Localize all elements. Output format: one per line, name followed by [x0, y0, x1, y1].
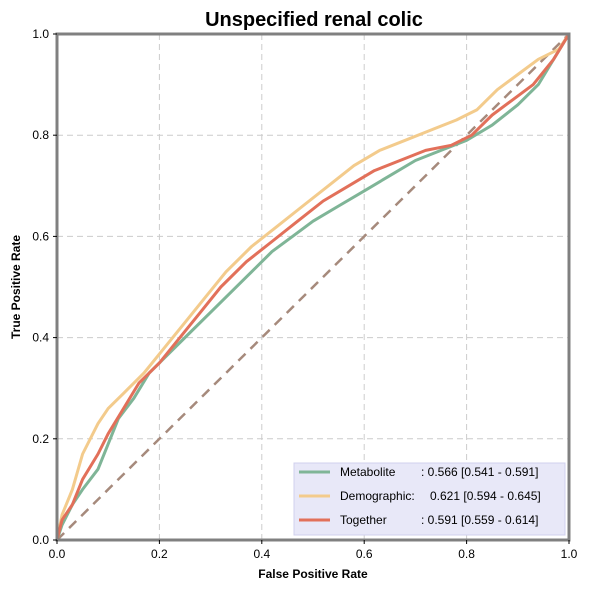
x-tick-label: 0.0	[49, 547, 66, 561]
plot-frame	[55, 32, 571, 542]
y-tick-label: 0.2	[32, 432, 49, 446]
legend: Metabolite : 0.566 [0.541 - 0.591] Demog…	[293, 462, 566, 536]
legend-name-demographic: Demographic:	[340, 489, 415, 503]
chart-title: Unspecified renal colic	[205, 9, 423, 31]
x-tick-label: 0.6	[356, 547, 373, 561]
series-layer	[55, 33, 571, 541]
legend-name-together: Together	[340, 513, 387, 527]
roc-curve-metabolite	[55, 33, 571, 541]
legend-value-metabolite: : 0.566 [0.541 - 0.591]	[421, 465, 538, 479]
y-tick-label: 0.8	[32, 128, 49, 142]
x-axis-label: False Positive Rate	[258, 567, 368, 581]
legend-value-together: : 0.591 [0.559 - 0.614]	[421, 513, 538, 527]
x-tick-label: 1.0	[561, 547, 578, 561]
legend-name-metabolite: Metabolite	[340, 465, 396, 479]
legend-box	[293, 462, 566, 536]
chance-diagonal-line	[56, 33, 570, 541]
x-tick-label: 0.4	[253, 547, 270, 561]
y-tick-label: 0.6	[32, 229, 49, 243]
chance-line-layer	[56, 33, 570, 541]
legend-value-demographic: 0.621 [0.594 - 0.645]	[430, 489, 541, 503]
grid-lines	[57, 34, 569, 540]
y-axis-label: True Positive Rate	[9, 235, 23, 339]
y-tick-label: 0.0	[32, 533, 49, 547]
y-tick-label: 1.0	[32, 27, 49, 41]
y-axis-ticks: 0.0 0.2 0.4 0.6 0.8 1.0	[32, 27, 57, 547]
x-axis-ticks: 0.0 0.2 0.4 0.6 0.8 1.0	[49, 540, 578, 561]
y-tick-label: 0.4	[32, 331, 49, 345]
roc-curve-demographic	[55, 33, 571, 541]
x-tick-label: 0.8	[458, 547, 475, 561]
roc-curve-together	[55, 33, 571, 541]
x-tick-label: 0.2	[151, 547, 168, 561]
